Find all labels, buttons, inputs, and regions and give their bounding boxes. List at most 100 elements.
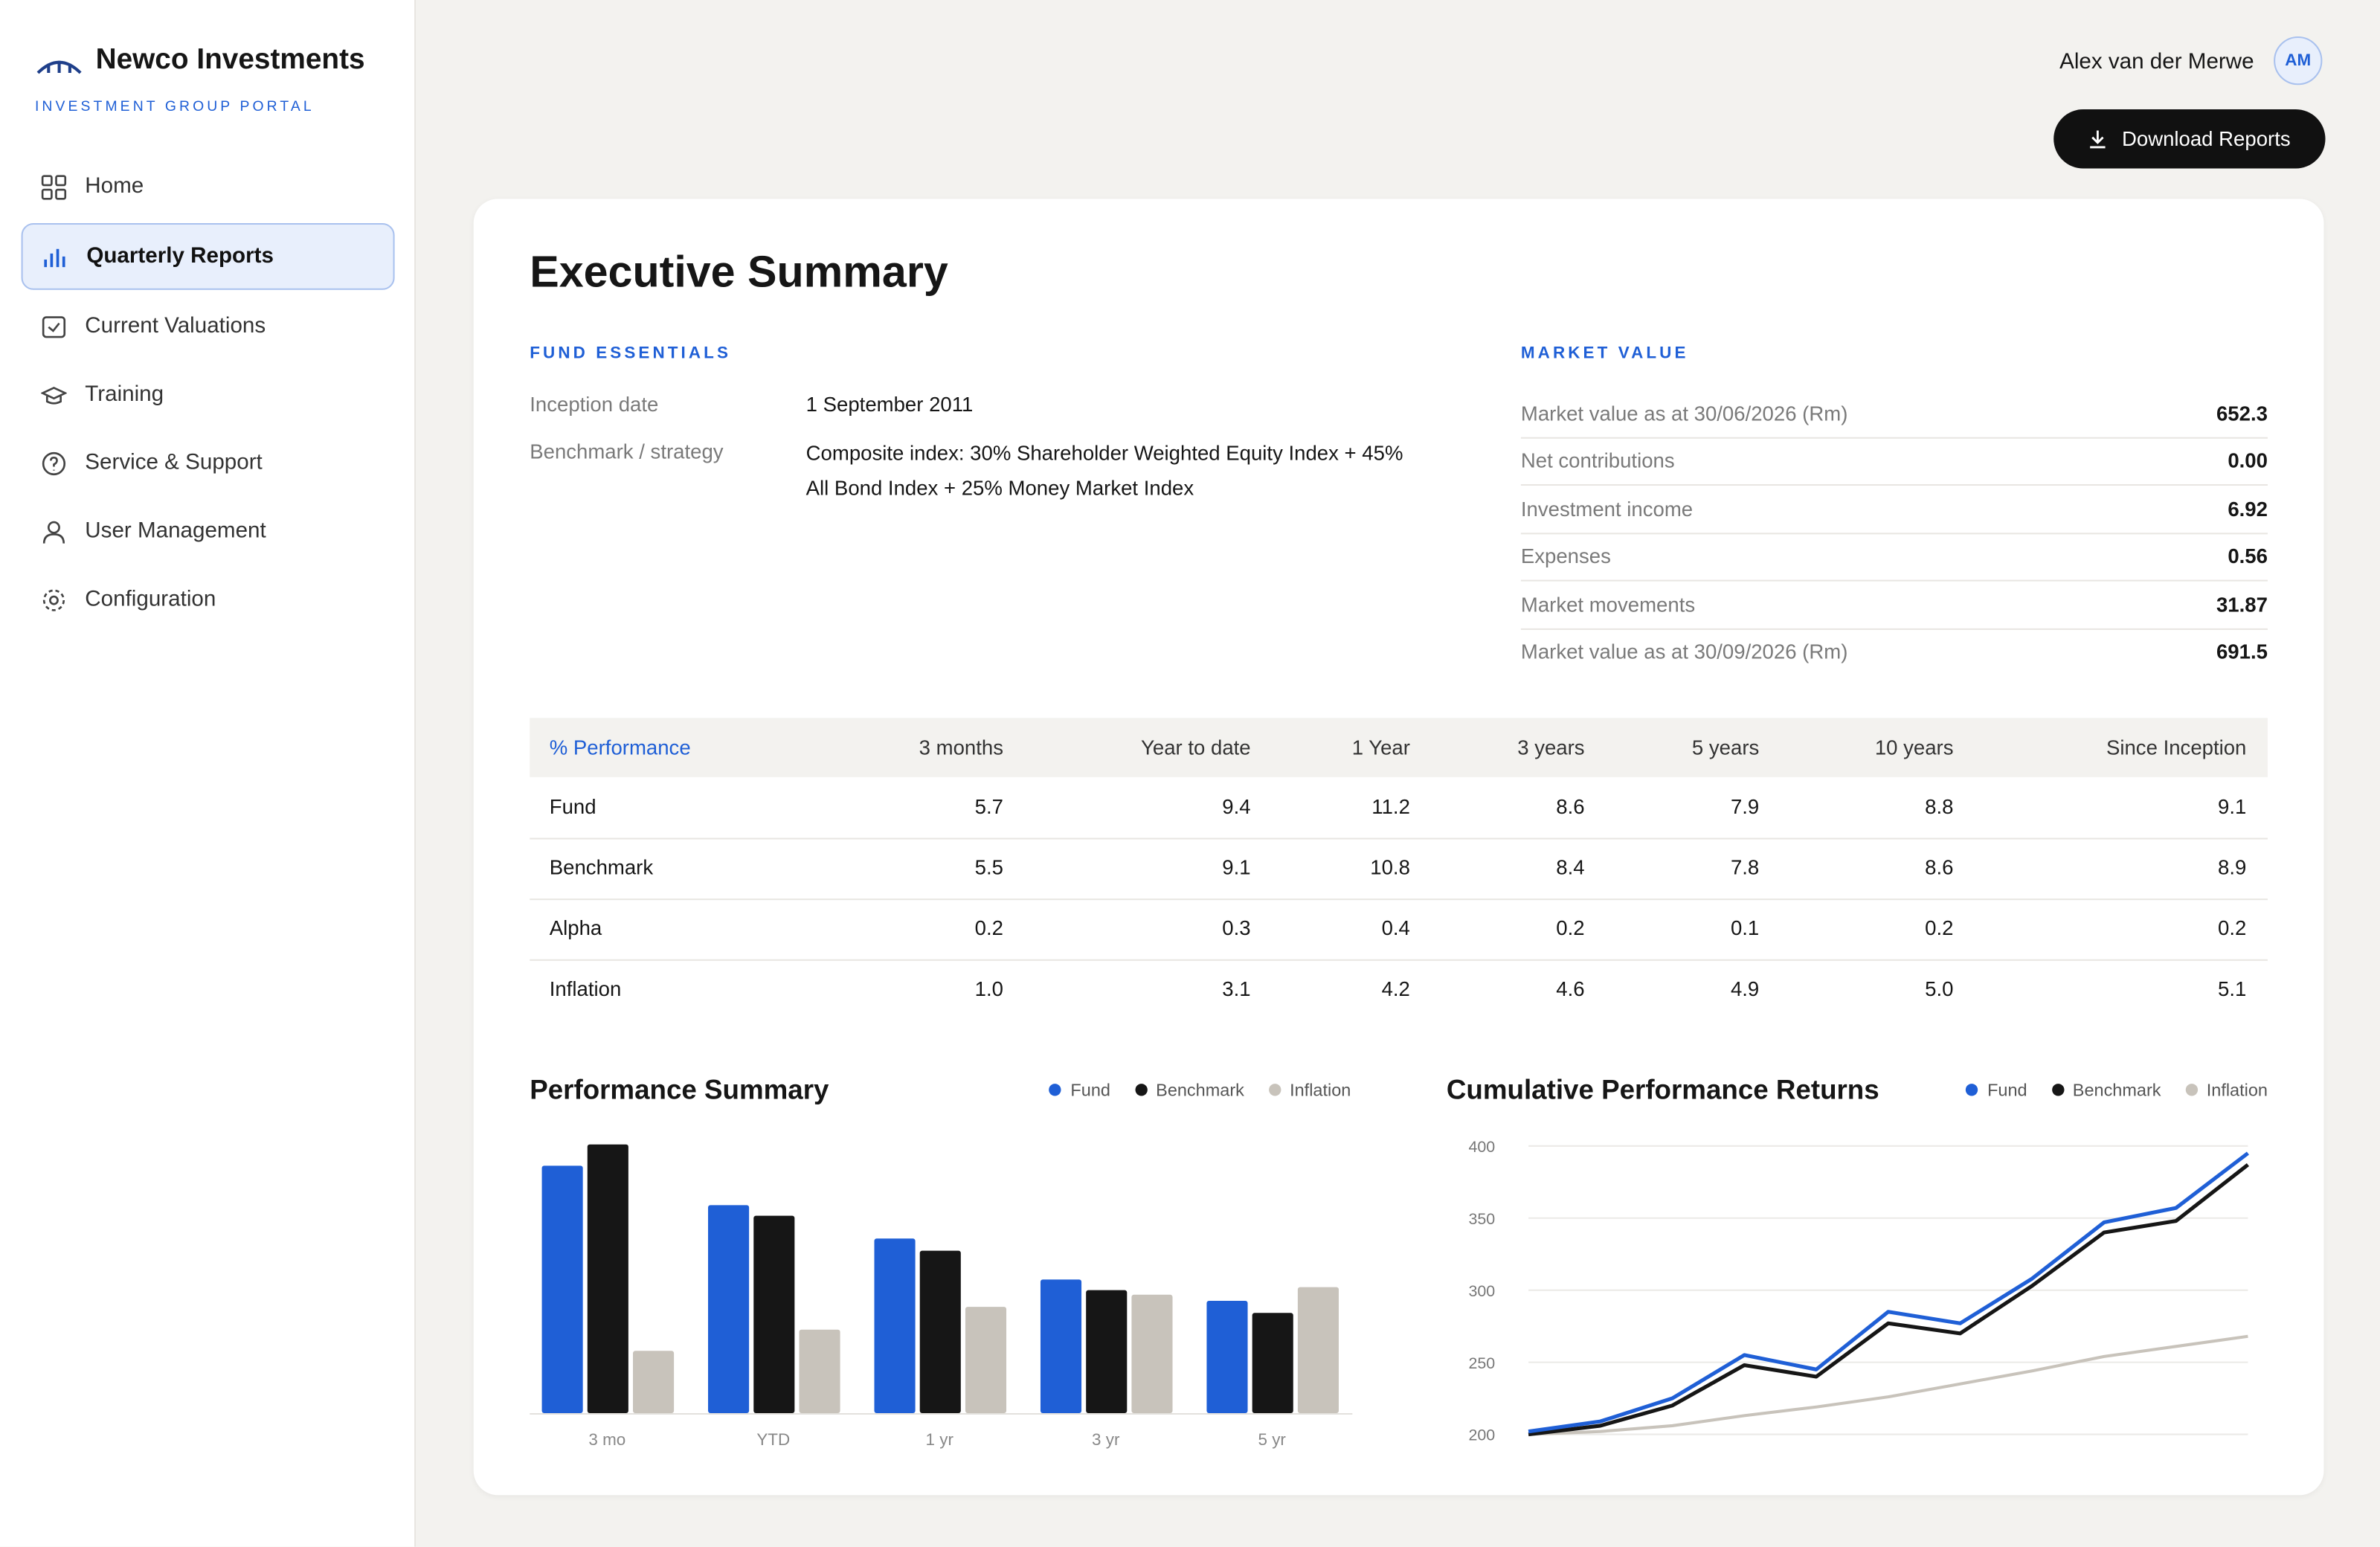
user-name: Alex van der Merwe (2059, 50, 2254, 74)
avatar[interactable]: AM (2274, 36, 2323, 86)
nav-item[interactable]: Configuration (22, 566, 395, 633)
market-row: Investment income 6.92 (1520, 486, 2268, 534)
bar (1206, 1300, 1248, 1413)
nav-label: Service & Support (85, 451, 263, 475)
legend-swatch (2051, 1084, 2064, 1096)
field-label: Benchmark / strategy (530, 440, 724, 463)
tagline: INVESTMENT GROUP PORTAL (34, 98, 315, 116)
bar (799, 1329, 840, 1413)
nav-label: Quarterly Reports (86, 244, 274, 269)
nav-icon (42, 588, 65, 611)
legend-label: Inflation (2206, 1082, 2268, 1101)
table-cell: 0.4 (1381, 916, 1410, 940)
table-cell: Inflation (549, 977, 622, 1000)
nav-icon (42, 451, 66, 475)
line (1528, 1151, 2249, 1434)
table-cell: 0.2 (974, 916, 1003, 940)
x-tick-label: 5 yr (1258, 1430, 1286, 1449)
nav-item[interactable]: Service & Support (22, 430, 395, 497)
legend: Fund Benchmark Inflation (1049, 1082, 1351, 1101)
bar (1040, 1279, 1082, 1413)
table-row: Fund 5.7 9.4 11.2 8.6 7.9 8.8 9.1 (530, 777, 2268, 840)
market-value: 0.56 (2228, 545, 2268, 568)
market-value: 0.00 (2228, 449, 2268, 473)
legend-item: Inflation (2185, 1082, 2268, 1101)
table-cell: 3.1 (1222, 977, 1251, 1000)
nav-icon (41, 174, 67, 199)
table-cell: Fund (549, 795, 596, 818)
download-button[interactable]: Download Reports (2053, 109, 2326, 169)
bar (1252, 1313, 1293, 1413)
table-row: Alpha 0.2 0.3 0.4 0.2 0.1 0.2 0.2 (530, 898, 2268, 961)
bar (587, 1144, 628, 1413)
legend-label: Inflation (1290, 1082, 1351, 1101)
column-header: Year to date (1141, 736, 1251, 759)
market-label: Market value as at 30/09/2026 (Rm) (1520, 640, 1848, 663)
legend-label: Fund (1987, 1082, 2027, 1101)
legend-swatch (2185, 1084, 2198, 1096)
x-tick-label: 1 yr (926, 1430, 954, 1449)
legend-label: Benchmark (2072, 1082, 2161, 1101)
download-label: Download Reports (2121, 127, 2291, 151)
market-value: 652.3 (2216, 402, 2268, 425)
legend-item: Inflation (1268, 1082, 1351, 1101)
nav-item[interactable]: Home (22, 153, 395, 220)
nav-item[interactable]: Current Valuations (22, 293, 395, 360)
y-tick-label: 350 (1468, 1210, 1495, 1228)
nav-item[interactable]: Training (22, 361, 395, 428)
table-cell: 9.1 (1222, 856, 1251, 879)
x-tick-label: YTD (756, 1430, 790, 1449)
legend: Fund Benchmark Inflation (1966, 1082, 2268, 1101)
market-row: Market value as at 30/06/2026 (Rm) 652.3 (1520, 390, 2268, 439)
bar (1131, 1294, 1173, 1413)
table-row: Inflation 1.0 3.1 4.2 4.6 4.9 5.0 5.1 (530, 959, 2268, 1020)
nav-icon (44, 248, 65, 267)
market-label: Market value as at 30/06/2026 (Rm) (1520, 402, 1848, 425)
table-cell: 11.2 (1371, 795, 1410, 818)
section-heading: MARKET VALUE (1520, 344, 1689, 363)
bar (708, 1205, 750, 1413)
market-label: Net contributions (1520, 449, 1675, 473)
column-header: 1 Year (1351, 736, 1410, 759)
legend-item: Benchmark (1134, 1082, 1244, 1101)
nav-item[interactable]: Quarterly Reports (21, 222, 395, 290)
table-cell: 0.3 (1222, 916, 1251, 940)
summary-title: Executive Summary (530, 248, 948, 298)
nav-label: Training (85, 382, 164, 407)
table-row: Benchmark 5.5 9.1 10.8 8.4 7.8 8.6 8.9 (530, 838, 2268, 901)
table-cell: 9.1 (2218, 795, 2247, 818)
nav-label: Configuration (85, 587, 216, 612)
nav-label: Home (85, 174, 144, 199)
table-cell: 0.2 (1925, 916, 1954, 940)
market-row: Net contributions 0.00 (1520, 438, 2268, 486)
table-cell: 4.2 (1381, 977, 1410, 1000)
bar (965, 1307, 1007, 1413)
y-tick-label: 200 (1468, 1427, 1495, 1444)
table-header (530, 718, 2268, 777)
table-cell: 0.2 (2218, 916, 2247, 940)
market-row: Market value as at 30/09/2026 (Rm) 691.5 (1521, 628, 2268, 675)
section-heading: FUND ESSENTIALS (530, 344, 732, 363)
table-cell: 7.8 (1730, 856, 1760, 879)
legend-swatch (1049, 1084, 1062, 1096)
table-cell: 5.1 (2218, 977, 2247, 1000)
bar (1086, 1290, 1128, 1413)
table-cell: 8.4 (1556, 856, 1585, 879)
nav-icon (42, 315, 66, 338)
nav-item[interactable]: User Management (22, 498, 395, 565)
nav-icon (41, 385, 67, 404)
table-cell: 8.8 (1925, 795, 1954, 818)
field-label: Inception date (530, 393, 659, 416)
chart-title: Performance Summary (530, 1074, 829, 1105)
market-value: 691.5 (2216, 640, 2268, 663)
market-label: Expenses (1520, 545, 1611, 568)
download-icon (2090, 130, 2106, 149)
table-cell: 9.4 (1222, 795, 1251, 818)
legend-swatch (1268, 1084, 1281, 1096)
brand: Newco Investments (95, 44, 365, 77)
bar (633, 1351, 675, 1413)
table-cell: 0.1 (1730, 916, 1760, 940)
column-header: 10 years (1874, 736, 1954, 759)
